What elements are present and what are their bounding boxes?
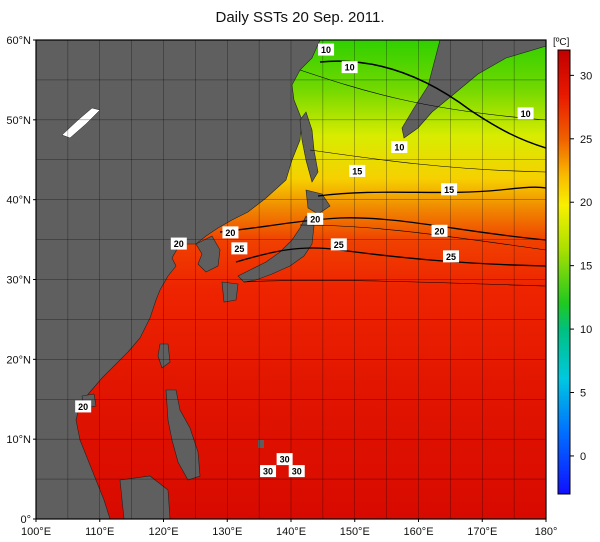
lat-tick-label: 50°N	[6, 115, 31, 127]
land-kyushu	[221, 281, 239, 303]
graticule	[36, 40, 546, 519]
contour-label-bg	[276, 453, 293, 466]
contour-label: 25	[231, 242, 248, 255]
contour-label-bg	[222, 226, 239, 239]
contour-label: 20	[75, 400, 92, 413]
colorbar-tick-label: 0	[580, 451, 586, 463]
map-title: Daily SSTs 20 Sep. 2011.	[215, 9, 385, 26]
latitude-axis: 60°N 50°N 40°N 30°N 20°N 10°N 0°	[6, 35, 36, 526]
colorbar-tick-label: 30	[580, 70, 592, 82]
lon-tick-label: 110°E	[85, 526, 114, 538]
contour-label-bg	[170, 237, 187, 250]
contour-label-text: 15	[352, 166, 362, 176]
contour-label-bg	[391, 140, 408, 153]
contour-label: 10	[318, 43, 335, 56]
lon-tick-label: 100°E	[21, 526, 51, 538]
colorbar-ticks: 30 25 20 15 10 5 0	[570, 70, 592, 463]
contour-label-bg	[318, 43, 335, 56]
contour-label-bg	[431, 224, 448, 237]
lat-tick-label: 40°N	[6, 195, 31, 207]
contour-label: 25	[443, 250, 460, 263]
contour-label-bg	[349, 164, 366, 177]
contour-label-text: 15	[444, 185, 454, 195]
colorbar-tick-label: 5	[580, 388, 586, 400]
contour-label-text: 30	[292, 467, 302, 477]
contour-label-bg	[260, 465, 277, 478]
contour-label-text: 20	[310, 214, 320, 224]
contour-label: 10	[517, 107, 534, 120]
land-philippines	[165, 389, 201, 481]
contour-label-bg	[330, 238, 347, 251]
land-palau	[258, 440, 264, 448]
contour-label-text: 20	[435, 226, 445, 236]
land-kamchatka	[401, 40, 546, 139]
contour-label: 20	[170, 237, 187, 250]
lat-tick-label: 30°N	[6, 275, 31, 287]
lon-tick-label: 170°E	[467, 526, 497, 538]
contour-label: 20	[307, 212, 324, 225]
contour-label: 10	[391, 140, 408, 153]
land-taiwan	[157, 343, 171, 369]
contour-label: 20	[431, 224, 448, 237]
contour-label-text: 10	[345, 63, 355, 73]
colorbar-tick-label: 15	[580, 261, 592, 273]
contour-label: 15	[349, 164, 366, 177]
contour-label-bg	[341, 61, 358, 74]
isotherm-10	[319, 60, 546, 149]
isotherm-20	[219, 217, 546, 241]
lat-tick-label: 0°	[20, 514, 31, 526]
contour-label: 30	[276, 453, 293, 466]
contour-label-bg	[443, 250, 460, 263]
contour-label-bg	[288, 465, 305, 478]
contour-label: 20	[222, 226, 239, 239]
lon-tick-label: 140°E	[276, 526, 306, 538]
colorbar-tick-label: 20	[580, 197, 592, 209]
colorbar-unit: [ºC]	[553, 37, 570, 48]
isotherm-15	[317, 186, 546, 197]
contour-label-text: 10	[394, 142, 404, 152]
contour-label-bg	[75, 400, 92, 413]
contour-label-bg	[517, 107, 534, 120]
contour-label-text: 10	[321, 45, 331, 55]
lon-tick-label: 130°E	[212, 526, 242, 538]
land-korea	[195, 235, 221, 273]
lon-tick-label: 150°E	[340, 526, 370, 538]
lat-tick-label: 20°N	[6, 354, 31, 366]
contour-label: 10	[341, 61, 358, 74]
contour-label-text: 25	[334, 240, 344, 250]
contour-label: 25	[330, 238, 347, 251]
lat-tick-label: 10°N	[6, 434, 31, 446]
land-sakhalin	[299, 111, 319, 183]
isotherm-layer	[219, 60, 546, 287]
longitude-axis: 100°E 110°E 120°E 130°E 140°E 150°E 160°E 170°E…	[21, 519, 557, 538]
lon-tick-label: 120°E	[148, 526, 178, 538]
land-borneo	[119, 475, 171, 519]
contour-label-text: 25	[446, 252, 456, 262]
contour-label-bg	[307, 212, 324, 225]
contour-label-text: 20	[225, 228, 235, 238]
colorbar-tick-label: 25	[580, 134, 592, 146]
lon-tick-label: 160°E	[403, 526, 433, 538]
contour-label: 30	[260, 465, 277, 478]
lat-tick-label: 60°N	[6, 35, 31, 47]
contour-label: 15	[441, 183, 458, 196]
colorbar	[557, 49, 571, 495]
contour-label-text: 10	[521, 109, 531, 119]
land-hokkaido	[305, 189, 331, 215]
contour-label-bg	[441, 183, 458, 196]
lon-tick-label: 180°	[535, 526, 558, 538]
colorbar-tick-label: 10	[580, 324, 592, 336]
contour-label-bg	[231, 242, 248, 255]
contour-label-text: 25	[234, 244, 244, 254]
contour-label-text: 20	[78, 402, 88, 412]
contour-label-text: 20	[174, 239, 184, 249]
contour-label-text: 30	[280, 455, 290, 465]
contour-label: 30	[288, 465, 305, 478]
contour-label-text: 30	[263, 467, 273, 477]
